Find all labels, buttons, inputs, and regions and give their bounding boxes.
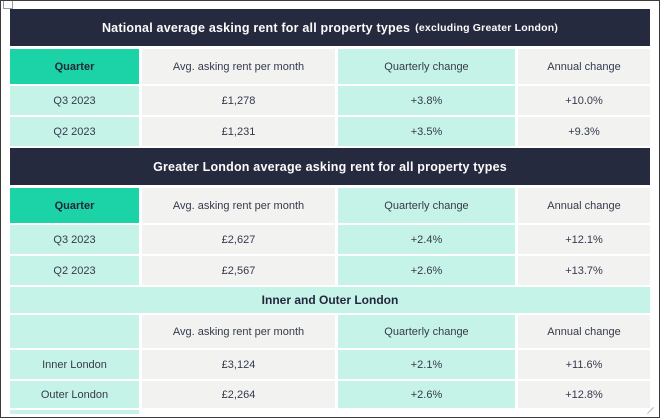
- quarterly-change-cell: +2.1%: [338, 350, 515, 379]
- column-header-quarter: Quarter: [10, 188, 139, 223]
- table-row: Inner London £3,124 +2.1% +11.6%: [10, 350, 650, 379]
- quarter-cell: Q2 2023: [10, 117, 139, 146]
- rent-cell: £2,567: [142, 256, 335, 285]
- clipped-next-row-artifact: [10, 410, 139, 414]
- header-row-inner-outer: Avg. asking rent per month Quarterly cha…: [10, 315, 650, 348]
- section-title: National average asking rent for all pro…: [101, 20, 411, 35]
- annual-change-cell: +13.7%: [518, 256, 650, 285]
- annual-change-cell: +11.6%: [518, 350, 650, 379]
- section-banner-greater-london: Greater London average asking rent for a…: [10, 148, 650, 185]
- annual-change-cell: +12.1%: [518, 225, 650, 254]
- area-cell: Outer London: [10, 381, 139, 408]
- annual-change-cell: +10.0%: [518, 86, 650, 115]
- area-cell: Inner London: [10, 350, 139, 379]
- section-title: Inner and Outer London: [261, 293, 399, 307]
- section-banner-national: National average asking rent for all pro…: [10, 9, 650, 46]
- section-title-note: (excluding Greater London): [415, 21, 559, 34]
- annual-change-cell: +9.3%: [518, 117, 650, 146]
- section-title: Greater London average asking rent for a…: [153, 159, 507, 174]
- header-row-national: Quarter Avg. asking rent per month Quart…: [10, 49, 650, 84]
- column-header-annual-change: Annual change: [518, 315, 650, 348]
- header-row-greater-london: Quarter Avg. asking rent per month Quart…: [10, 188, 650, 223]
- section-banner-inner-outer-london: Inner and Outer London: [10, 287, 650, 313]
- rent-cell: £1,231: [142, 117, 335, 146]
- quarterly-change-cell: +2.4%: [338, 225, 515, 254]
- column-header-annual-change: Annual change: [518, 49, 650, 84]
- table-row: Q3 2023 £1,278 +3.8% +10.0%: [10, 86, 650, 115]
- annual-change-cell: +12.8%: [518, 381, 650, 408]
- rent-cell: £3,124: [142, 350, 335, 379]
- cell-marker-artifact: [3, 1, 13, 9]
- quarter-cell: Q3 2023: [10, 225, 139, 254]
- column-header-quarterly-change: Quarterly change: [338, 188, 515, 223]
- column-header-quarter: Quarter: [10, 49, 139, 84]
- table-row: Q3 2023 £2,627 +2.4% +12.1%: [10, 225, 650, 254]
- table-row: Outer London £2,264 +2.6% +12.8%: [10, 381, 650, 408]
- table-row: Q2 2023 £1,231 +3.5% +9.3%: [10, 117, 650, 146]
- quarterly-change-cell: +2.6%: [338, 381, 515, 408]
- quarterly-change-cell: +3.5%: [338, 117, 515, 146]
- quarterly-change-cell: +2.6%: [338, 256, 515, 285]
- column-header-blank: [10, 315, 139, 348]
- quarter-cell: Q3 2023: [10, 86, 139, 115]
- column-header-annual-change: Annual change: [518, 188, 650, 223]
- column-header-avg-rent: Avg. asking rent per month: [142, 49, 335, 84]
- column-header-quarterly-change: Quarterly change: [338, 315, 515, 348]
- table-row: Q2 2023 £2,567 +2.6% +13.7%: [10, 256, 650, 285]
- rent-cell: £1,278: [142, 86, 335, 115]
- column-header-quarterly-change: Quarterly change: [338, 49, 515, 84]
- column-header-avg-rent: Avg. asking rent per month: [142, 188, 335, 223]
- rent-cell: £2,627: [142, 225, 335, 254]
- quarter-cell: Q2 2023: [10, 256, 139, 285]
- column-header-avg-rent: Avg. asking rent per month: [142, 315, 335, 348]
- rent-cell: £2,264: [142, 381, 335, 408]
- tables-container: National average asking rent for all pro…: [10, 9, 650, 414]
- quarterly-change-cell: +3.8%: [338, 86, 515, 115]
